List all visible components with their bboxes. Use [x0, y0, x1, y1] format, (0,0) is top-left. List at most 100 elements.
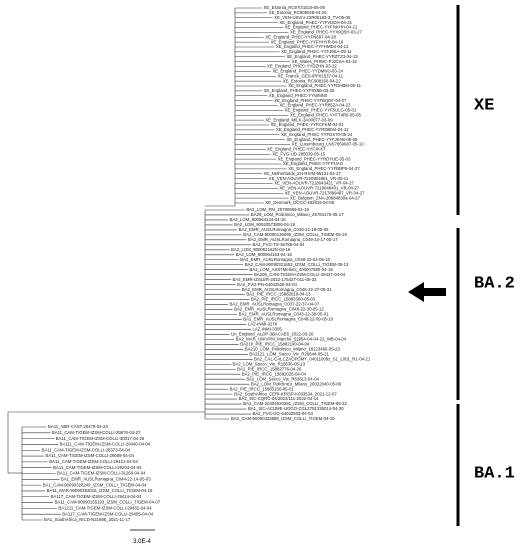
leaf-label: BA11_CAM-TIGEM-IZSM-COLLI-31260-04-04	[57, 471, 146, 476]
leaf-label: BA2_PIE_IRCC_15883156-05-01	[230, 386, 295, 391]
leaf-label: BA29_LOM_Policlinico_Milano_25784175-05-…	[251, 212, 344, 217]
leaf-label: BA2_PIE_IRCC_15882619-04-13	[246, 292, 311, 297]
leaf-label: BA2_CAM-90090321653_IZSM_COLLI_TIGEM-05-…	[245, 262, 349, 267]
leaf-label: BA210_LOM_Policlinico_Milano_18123466-05…	[245, 346, 341, 351]
leaf-label: XE_England_PHEC-YYFBBP6-04-27	[288, 166, 360, 171]
scale-label: 3.0E-4	[133, 539, 151, 545]
leaf-label: BA11_CAM-TIGEM-IZSM-COLLI-29204-04-04	[53, 465, 142, 470]
leaf-label: BA2_CAM-90090136095_IZSM_COLLI_TIGEM-05-…	[243, 232, 347, 237]
leaf-label: XE_England_PHEC-YYFT4R6-05-05	[290, 112, 362, 117]
leaf-label: BA2_PIE_IRCC_15882776-04-26	[237, 366, 302, 371]
leaf-label: BA2_FVG-GO-64042503-04-04	[252, 411, 313, 416]
highlight-arrow	[408, 282, 446, 302]
clade-label: BA.2	[474, 274, 515, 293]
leaf-label: XE_England_PHEC-YYWMN0	[269, 93, 328, 98]
leaf-label: BA1_CAM-90090328249_IZSM_COLLI_TIGEM-04-…	[43, 482, 147, 487]
leaf-label: XE_England_PHEC-YYRDYUE-05-03	[278, 156, 351, 161]
leaf-label: XE_England_PHEC-YYFHMD4-04-13	[276, 44, 349, 49]
leaf-label: BA2_EMR_AUSLRomagna_C049-22-18-05-05	[239, 227, 329, 232]
leaf-label: BA1_SouthAfrica_NICD-N21695_2021-11-17	[44, 517, 131, 522]
leaf-label: XE_England_PHEC-YYFBQDF-04-07	[274, 98, 347, 103]
clade-label: XE	[474, 96, 494, 115]
leaf-label: XE_England_PHEC-YYFNKHH-04-21	[285, 25, 358, 30]
leaf-label: BA117_CAM-TIGEM-IZSM-COLLI-29414-04-04	[51, 494, 143, 499]
leaf-label: XE_England_PHEC-YYRZTZ3-04-13	[286, 54, 358, 59]
leaf-label: XE_England_MILK-3A00077-03-09	[265, 117, 333, 122]
leaf-label: LAZ-INMI-3276	[248, 322, 278, 327]
leaf-label: BA2_EMR_AUSLRomagna_C049-22-17-05-17	[248, 237, 338, 242]
leaf-label: BA4_EMR-IZSLER-2022-175437-011-05-22	[233, 277, 318, 282]
leaf-label: BA2_EMR_AUSLRomagna_C048-22-02-05-10	[240, 257, 330, 262]
leaf-label: XE_VEN-AOUVR-7220804861_VR-05-11	[269, 176, 349, 181]
leaf-label: LAZ-INMI-3305	[252, 327, 282, 332]
leaf-label: BA11_CAM-TIGEM-IZSM-COLLI-30017-04-26	[56, 436, 145, 441]
leaf-label: XE_England_PHEC-YYF5ULG-05-01	[285, 108, 357, 113]
leaf-label: XE_England_PHEC-YYFDHBM-05-11	[288, 83, 361, 88]
clade-label: BA.1	[474, 464, 515, 483]
leaf-label: XE_VEN-USVnr-22R05183-3_TV-05-06	[274, 15, 351, 20]
leaf-label: BA11_CAM-90090155193_IZSM_COLLI_TIGEM-04…	[54, 500, 160, 505]
leaf-label: XE_England_PHEC-YYR85ZA-04-23	[279, 103, 351, 108]
leaf-label: BA11_CAM-TIGEM-IZSM-COLLI-29876-04-27	[52, 430, 141, 435]
leaf-label: BA2_SIC-CQRC-04/2022/111-2022-04-14	[239, 396, 319, 401]
leaf-label: BA210_PIE_IRCC_15882190-04-04	[240, 341, 310, 346]
leaf-label: XE_VEN-AOUVR-7218043421_VR-04-27	[274, 181, 354, 186]
leaf-label: BA2_PIE_IRCC_15882025-04-04	[242, 371, 307, 376]
leaf-label: XE_England_PHEC-YYFJKN8-05-05	[286, 137, 358, 142]
leaf-label: BA2_LOM_Sacco_Vie_R18536-05-13	[233, 361, 306, 366]
leaf-label: BA11_CAM-TIGEM-IZSM-COLLI-28373-04-04	[42, 447, 131, 452]
leaf-label: XE_England_PHEC-YYFDS70-05-24	[281, 132, 353, 137]
leaf-label: BA205_CAM-TIGEM-IZSM-COLLI-28437-04-04	[254, 272, 346, 277]
leaf-label: BA2_EMR_AUSLRomagna_C048-22-27-05-31	[242, 287, 332, 292]
leaf-label: BA1_EMR_AUSLRomagna_C044-22-14-05-03	[61, 476, 151, 481]
leaf-label: XE_England_PHEC-YYFJKXT	[267, 147, 326, 152]
leaf-label: XE_England_PHEC-YYFJ9SA-05-11	[281, 49, 352, 54]
leaf-label: BA2_LOM_Policlinico_Milano_26022040-05-0…	[251, 381, 342, 386]
leaf-label: BA2_LOM_800064163-04-18	[236, 252, 293, 257]
leaf-label: BA2_EMR_AUSLRomagna_C037-22-37-04-07	[230, 302, 320, 307]
leaf-label: BA2121_LOM_Sacco_Vic_R20644-05-21	[249, 351, 329, 356]
leaf-label: XE_Luxembourg_LNS7859687-05-10	[292, 142, 365, 147]
leaf-label: XE_England_PHEC-YYX9Q5H-03-27	[290, 30, 363, 35]
leaf-label: BA2_EMR_AUSLRomagna_C048-22-30-05-12	[234, 307, 324, 312]
leaf-label: BA2_EMR_AUSLRomagna_C043-22-38-05-01	[239, 312, 329, 317]
leaf-label: XE_England_PHEC-YYFPUAO	[283, 161, 344, 166]
leaf-label: BA2_FVG-PN-64042528-04-04	[237, 282, 297, 287]
leaf-label: BA2_LOM_800062162N-04-16	[231, 247, 291, 252]
leaf-label: BA2_LOM_800564134-04-16	[230, 217, 287, 222]
leaf-label: XE_Estonia_RC908160-04-22	[283, 78, 341, 83]
leaf-label: BA11_CAM-TIGEM-IZSM-COLLI-29089-04-04	[45, 453, 134, 458]
leaf-label: XE_England_PHEC-YYF9X5B-03-26	[264, 88, 336, 93]
leaf-label: XE_England_PHEC-YYFVDDH-04-21	[279, 20, 352, 25]
leaf-label: XE_VEN-AOUVR-7217899487_VR-04-27	[285, 190, 365, 195]
leaf-label: XE_England_PHEC-YYFHHYR-04-18	[271, 39, 344, 44]
leaf-label: BA2_LOM_Sacco_Vie_R63613-04-04	[246, 376, 319, 381]
leaf-label: BA2_CAL-CALCZAOPCMY_04011009z_S1_L001_R1…	[254, 356, 371, 361]
leaf-label: BA2_CAM-90090323888_IZSM_COLLI_TIGEM-04-…	[231, 416, 335, 421]
leaf-label: XE_VEN-AOUVR-7218048401_VR-04-27	[279, 186, 359, 191]
leaf-label: BA2_SouthAfrica_CERI-KRISP-K033534_2021-…	[234, 391, 337, 396]
leaf-label: BA111_CAM-TIGEM-IZSM-COLLI-29440-04-04	[60, 442, 151, 447]
leaf-label: XE_Estonia_RC909028-04-26	[269, 10, 327, 15]
leaf-label: BA11_MAR-90090352616_IZSM_COLLI_TIGEM-04…	[47, 488, 153, 493]
leaf-label: BA11_ABR-CAST-20478-04-20	[48, 424, 108, 429]
leaf-label: BA2_PIE_IRCC_15883360-05-03	[251, 297, 316, 302]
leaf-label: BA2_FVG-TS-36786-04-04	[252, 242, 305, 247]
leaf-label: BA117_CAM-TIGEM-IZSM-COLLI-29455-04-04	[62, 511, 154, 516]
leaf-label: BA2_LOM_PM_25780969-04-19	[246, 207, 309, 212]
leaf-label: XE_FVG-UD-285039-05-15	[272, 151, 325, 156]
leaf-label: BA2_LOM_90920573806-04-19	[234, 222, 296, 227]
leaf-label: XE_France_GES-IPP01537-04-11	[278, 73, 344, 78]
leaf-label: XE_Belgium_ZNA-20684830a-04-27	[290, 195, 361, 200]
leaf-label: XE_England_PHEC-YYRDBM4-04-12	[276, 127, 349, 132]
leaf-label: XE_Wales_PHWC-PJ2C6A-03-19	[292, 59, 358, 64]
leaf-label: XE_Estonia_RC970/1519-05-05	[264, 5, 326, 10]
leaf-label: BA1_SIC-ACUME-UOGO-CGL2791335014-04-30	[248, 406, 344, 411]
leaf-label: BA1211_CAM-TIGEM-IZSM-COLLI-29432-04-04	[58, 506, 152, 511]
leaf-label: BA2_MAR_UNIVPM_Marche_51954-04-04-22_WB-…	[236, 337, 347, 342]
leaf-label: XE_England_PHEC-YYFN697-04-28	[265, 34, 336, 39]
leaf-label: XE_Netherlands_ZH-RIVM-95131-04-27	[264, 171, 342, 176]
leaf-label: XE_England_PHEC-YYDMNU-03-24	[272, 69, 343, 74]
leaf-label: BA11_CAM-TIGEM-IZSM-COLLI-29421-04-04	[49, 459, 138, 464]
